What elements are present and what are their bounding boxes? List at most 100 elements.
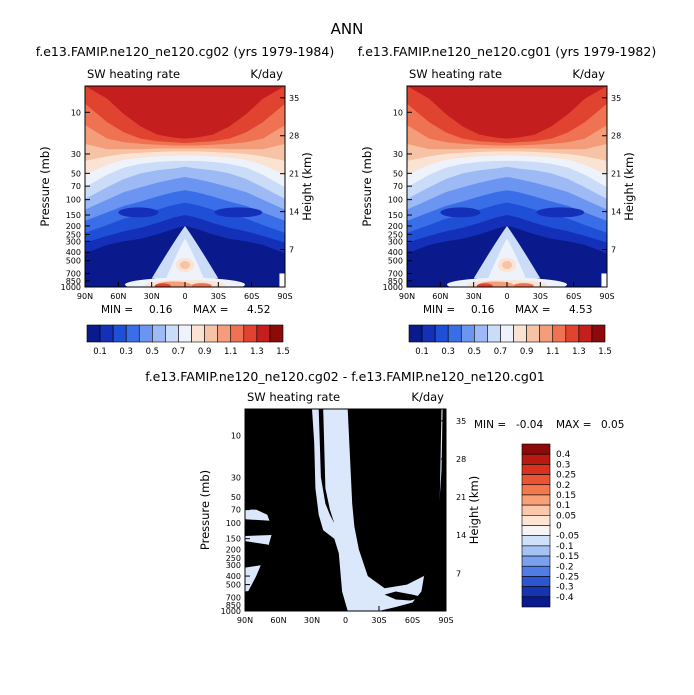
chart-max-label: MAX =: [515, 304, 551, 316]
colorbar-swatch: [191, 324, 205, 343]
colorbar-swatch: [269, 324, 284, 343]
colorbar-swatch: [500, 324, 514, 343]
chart-y-tick-label: 50: [393, 169, 403, 178]
colorbar-label: -0.1: [556, 542, 574, 552]
chart-field: [407, 86, 607, 287]
colorbar-swatch: [243, 324, 258, 343]
chart-y-tick-label: 1000: [61, 283, 81, 292]
chart-field: [245, 409, 446, 611]
chart-y-tick-label: 850: [388, 277, 403, 286]
chart-y-tick-label: 70: [231, 506, 241, 515]
chart-fill-band: [245, 519, 312, 536]
chart-fill-band: [407, 86, 607, 139]
colorbar-label: 0.3: [441, 347, 455, 357]
chart-fill-band: [118, 207, 159, 218]
chart-y2-tick-label: 21: [456, 493, 466, 502]
chart-y-tick-label: 200: [66, 222, 81, 231]
colorbar-label: 0: [556, 522, 562, 532]
chart-fill-band: [384, 591, 424, 601]
colorbar-label: 1.3: [572, 347, 586, 357]
chart-fill-band: [502, 261, 512, 270]
chart-x-tick-label: 0: [343, 616, 348, 625]
chart-y-tick-label: 70: [393, 182, 403, 191]
chart-x-tick-label: 60N: [432, 292, 448, 301]
chart-fill-band: [289, 538, 315, 575]
colorbar-label: 0.9: [520, 347, 534, 357]
colorbar-swatch: [138, 324, 153, 343]
colorbar-swatch: [487, 324, 501, 343]
colorbar-swatch: [152, 324, 166, 343]
colorbar-swatch: [521, 535, 551, 547]
colorbar-label: 1.5: [598, 347, 612, 357]
chart-title: f.e13.FAMIP.ne120_ne120.cg02 (yrs 1979-1…: [36, 44, 334, 59]
colorbar-swatch: [434, 324, 449, 343]
colorbar-swatch: [460, 324, 475, 343]
chart-max-value: 4.52: [247, 304, 270, 316]
chart-fill-band: [191, 283, 212, 287]
chart-y2-tick-label: 21: [289, 170, 299, 179]
chart-y-tick-label: 300: [388, 237, 403, 246]
chart-fill-band: [601, 273, 607, 287]
chart-min-value: 0.16: [471, 304, 495, 316]
colorbar-label: 1.3: [250, 347, 264, 357]
chart-min-label: MIN =: [474, 419, 506, 431]
chart-y-tick-label: 500: [388, 257, 403, 266]
chart-y-tick-label: 10: [393, 108, 403, 117]
chart-y-tick-label: 1000: [383, 283, 403, 292]
chart-x-tick-label: 90S: [277, 292, 292, 301]
colorbar-label: 0.3: [556, 460, 570, 470]
chart-min-label: MIN =: [101, 304, 133, 316]
colorbar-label: -0.05: [556, 532, 579, 542]
colorbar-label: 0.1: [415, 347, 429, 357]
chart-field: [85, 86, 285, 287]
colorbar-label: 0.5: [146, 347, 160, 357]
chart-subtitle-right: K/day: [411, 390, 444, 404]
chart-y2-axis-label: Height (km): [622, 152, 636, 221]
chart-subtitle-right: K/day: [572, 67, 605, 81]
colorbar-label: -0.3: [556, 583, 574, 593]
colorbar-swatch: [552, 324, 567, 343]
colorbar-label: 1.1: [224, 347, 238, 357]
colorbar-swatch: [521, 443, 551, 455]
colorbar-swatch: [204, 324, 218, 343]
colorbar-swatch: [112, 324, 127, 343]
chart-subtitle-left: SW heating rate: [247, 390, 340, 404]
chart-min-value: 0.16: [149, 304, 173, 316]
colorbar-label: 0.1: [556, 501, 570, 511]
chart-y2-tick-label: 21: [611, 170, 621, 179]
chart-y-tick-label: 70: [71, 182, 81, 191]
colorbar-label: -0.2: [556, 562, 574, 572]
chart-subtitle-right: K/day: [250, 67, 283, 81]
chart-x-tick-label: 60N: [270, 616, 286, 625]
chart-y-tick-label: 100: [226, 519, 241, 528]
chart-y-tick-label: 150: [226, 535, 241, 544]
colorbar-label: 0.05: [556, 511, 576, 521]
chart-fill-band: [245, 541, 290, 568]
chart-y-tick-label: 200: [226, 546, 241, 555]
chart-fill-band: [214, 207, 263, 218]
colorbar-swatch: [521, 474, 551, 486]
chart-max-value: 4.53: [569, 304, 592, 316]
chart-panel-1: f.e13.FAMIP.ne120_ne120.cg01 (yrs 1979-1…: [358, 44, 656, 357]
chart-fill-band: [476, 283, 493, 287]
chart-y-tick-label: 300: [226, 561, 241, 570]
chart-y-tick-label: 300: [66, 237, 81, 246]
chart-x-tick-label: 30N: [304, 616, 320, 625]
chart-y2-tick-label: 14: [611, 208, 621, 217]
chart-y-tick-label: 30: [71, 150, 81, 159]
colorbar-swatch: [521, 565, 551, 577]
chart-y-tick-label: 250: [388, 230, 403, 239]
chart-x-tick-label: 30N: [144, 292, 160, 301]
colorbar-swatch: [521, 545, 551, 557]
chart-y2-tick-label: 14: [456, 531, 466, 540]
chart-y-tick-label: 200: [388, 222, 403, 231]
chart-fill-band: [536, 207, 585, 218]
chart-panel-2: f.e13.FAMIP.ne120_ne120.cg02 - f.e13.FAM…: [145, 369, 624, 625]
colorbar-swatch: [591, 324, 606, 343]
chart-y-tick-label: 500: [66, 257, 81, 266]
colorbar-label: 1.1: [546, 347, 560, 357]
colorbar-swatch: [578, 324, 593, 343]
colorbar-label: 0.4: [556, 450, 571, 460]
colorbar-swatch: [521, 576, 551, 587]
